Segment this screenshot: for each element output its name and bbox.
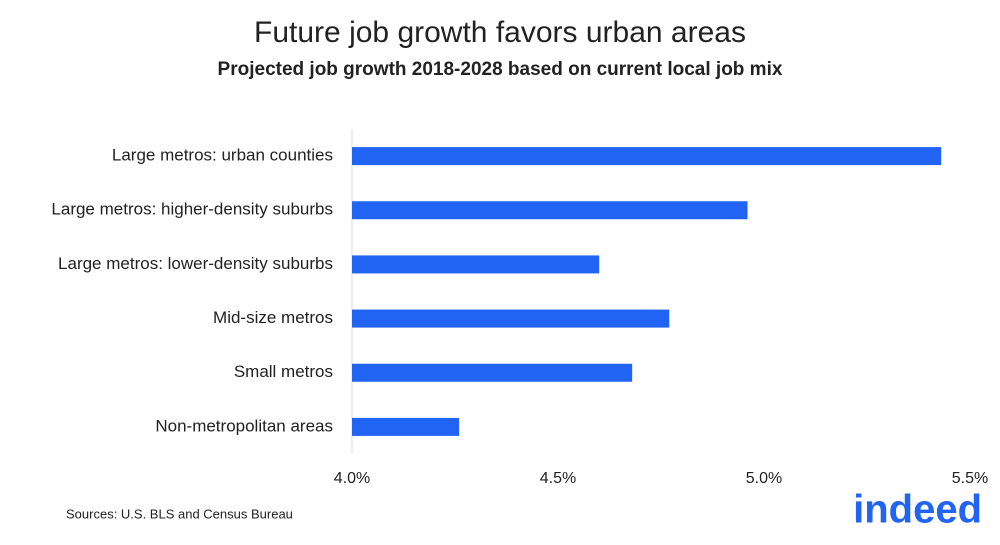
bar <box>352 309 670 328</box>
y-tick-label: Non-metropolitan areas <box>155 416 333 435</box>
x-tick-label: 5.5% <box>952 470 988 487</box>
logo: indeed <box>853 488 982 532</box>
chart-title: Future job growth favors urban areas <box>254 16 746 49</box>
bar <box>352 201 748 220</box>
x-tick-label: 5.0% <box>746 470 782 487</box>
y-tick-label: Large metros: urban counties <box>112 146 333 165</box>
x-tick-label: 4.0% <box>334 470 370 487</box>
bar <box>352 417 460 436</box>
bar <box>352 363 633 382</box>
y-tick-label: Large metros: lower-density suburbs <box>58 254 333 273</box>
y-tick-label: Large metros: higher-density suburbs <box>51 200 333 219</box>
source-note: Sources: U.S. BLS and Census Bureau <box>66 506 293 521</box>
x-tick-label: 4.5% <box>540 470 576 487</box>
bar <box>352 255 600 274</box>
bar <box>352 147 942 166</box>
y-tick-label: Mid-size metros <box>213 308 333 327</box>
y-tick-label: Small metros <box>234 362 333 381</box>
chart-subtitle: Projected job growth 2018-2028 based on … <box>218 59 783 80</box>
